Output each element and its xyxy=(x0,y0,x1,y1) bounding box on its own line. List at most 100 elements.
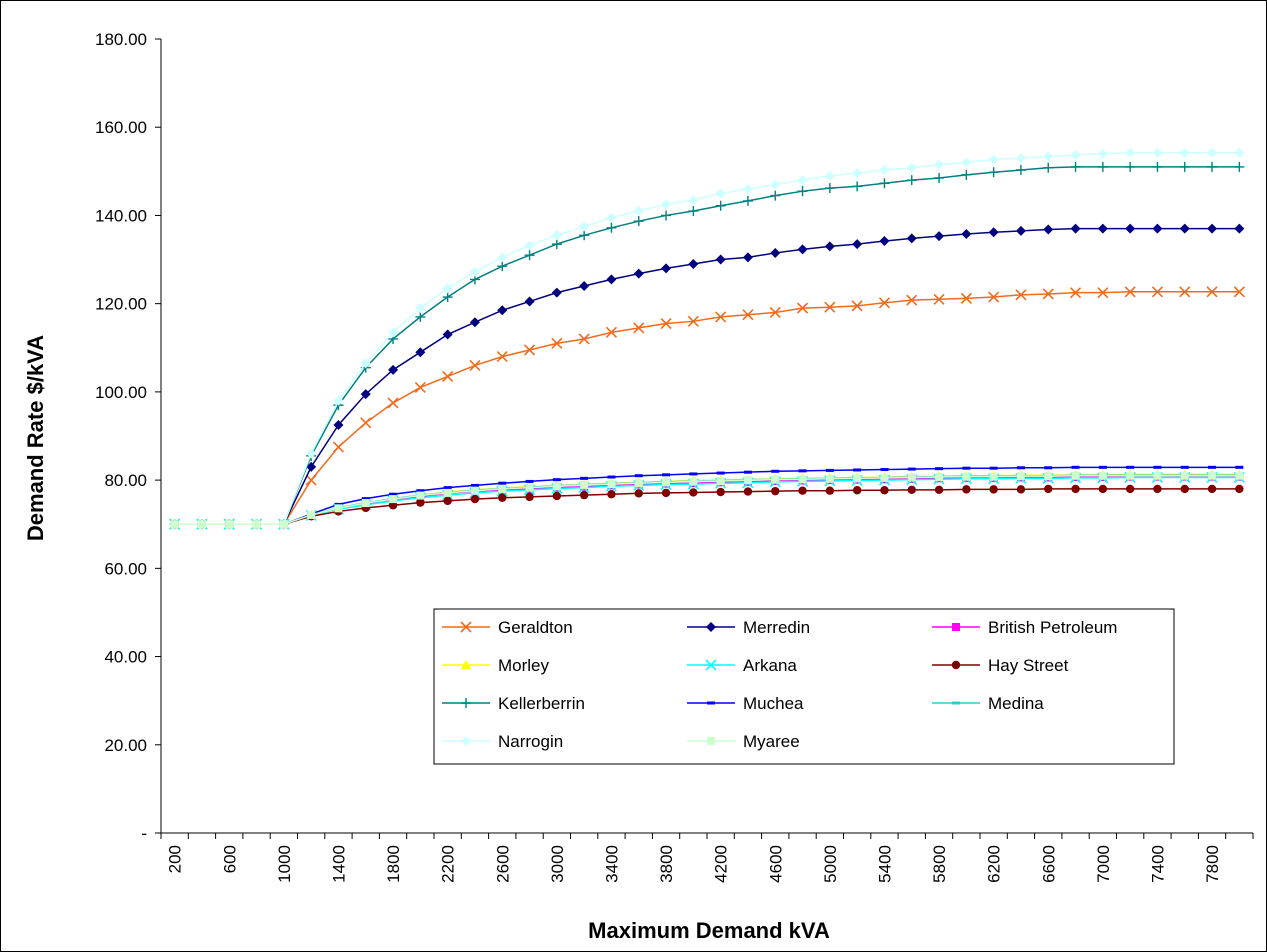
x-axis-title: Maximum Demand kVA xyxy=(588,918,830,943)
data-point xyxy=(416,491,425,500)
data-point xyxy=(551,230,562,241)
data-point xyxy=(443,488,452,497)
series-hay-street xyxy=(170,484,1244,529)
data-point xyxy=(660,317,672,330)
x-tick-label: 3400 xyxy=(602,845,621,883)
data-point xyxy=(606,274,617,285)
data-point xyxy=(1069,287,1082,299)
data-point xyxy=(415,311,426,322)
data-point xyxy=(1207,161,1218,172)
data-point xyxy=(633,322,645,334)
data-point xyxy=(689,477,698,486)
data-point xyxy=(1179,223,1190,234)
data-point xyxy=(469,317,480,328)
data-point xyxy=(607,480,616,489)
data-point xyxy=(360,358,371,369)
data-point xyxy=(1043,151,1054,162)
data-point xyxy=(824,183,835,194)
data-point xyxy=(742,252,753,263)
data-point xyxy=(633,216,644,227)
data-point xyxy=(552,478,561,482)
data-point xyxy=(389,495,398,504)
data-point xyxy=(1179,161,1190,172)
data-point xyxy=(333,419,344,430)
data-point xyxy=(1153,484,1162,494)
data-point xyxy=(443,496,452,506)
data-point xyxy=(824,301,836,313)
data-point xyxy=(524,296,535,307)
y-tick-label: 60.00 xyxy=(104,559,147,578)
x-tick-label: 3800 xyxy=(657,845,676,883)
y-tick-label: 100.00 xyxy=(95,383,147,402)
data-point xyxy=(989,485,998,494)
data-point xyxy=(607,475,616,479)
data-point xyxy=(579,230,590,241)
x-axis-ticks: 200 600 1000 1400 1800 2200 2600 3000 3400 3800 42… xyxy=(160,833,1254,883)
data-point xyxy=(1207,484,1217,494)
series-line xyxy=(174,166,1240,525)
legend-swatch-marker xyxy=(707,701,715,705)
data-point xyxy=(332,441,345,453)
data-point xyxy=(1043,224,1054,235)
data-point xyxy=(716,476,725,485)
data-point xyxy=(1098,484,1108,494)
data-point xyxy=(960,292,972,304)
legend-label: British Petroleum xyxy=(988,618,1117,637)
data-point xyxy=(1015,225,1026,236)
data-point xyxy=(470,486,479,495)
data-point xyxy=(306,461,317,472)
data-point xyxy=(498,493,507,502)
data-point xyxy=(388,501,398,510)
data-point xyxy=(742,309,754,321)
data-point xyxy=(1016,466,1025,470)
data-point xyxy=(1207,223,1218,234)
data-point xyxy=(688,195,699,206)
data-point xyxy=(1235,471,1244,480)
data-point xyxy=(416,489,425,493)
data-point xyxy=(962,472,971,481)
data-point xyxy=(306,448,317,459)
legend-item: Hay Street xyxy=(932,656,1069,675)
data-point xyxy=(1126,465,1135,469)
x-tick-label: 1000 xyxy=(275,845,294,883)
x-tick-label: 3000 xyxy=(548,845,567,883)
data-point xyxy=(579,281,590,292)
y-tick-label: 40.00 xyxy=(104,648,147,667)
data-point xyxy=(389,492,398,496)
data-point xyxy=(307,510,316,519)
data-point xyxy=(1015,153,1026,164)
data-point xyxy=(961,228,972,239)
data-point xyxy=(579,490,589,500)
data-point xyxy=(497,261,508,272)
data-point xyxy=(1206,286,1218,298)
data-point xyxy=(606,222,617,233)
data-point xyxy=(1015,289,1027,301)
legend-label: Merredin xyxy=(743,618,810,637)
legend-swatch-marker xyxy=(706,622,716,632)
data-point xyxy=(1071,471,1080,480)
data-point xyxy=(415,347,426,358)
legend-item: Kellerberrin xyxy=(442,694,585,713)
data-point xyxy=(661,488,671,498)
data-point xyxy=(1180,465,1189,469)
data-point xyxy=(769,306,781,319)
legend-label: Muchea xyxy=(743,694,804,713)
legend-item: Muchea xyxy=(687,694,804,713)
data-point xyxy=(580,480,589,489)
data-point xyxy=(962,485,971,494)
data-point xyxy=(442,370,454,383)
data-point xyxy=(1125,484,1135,494)
data-point xyxy=(442,329,453,340)
data-point xyxy=(634,489,643,498)
data-point xyxy=(252,520,261,529)
data-point xyxy=(688,258,699,269)
data-point xyxy=(551,239,562,250)
plot-area xyxy=(169,147,1245,530)
legend-item: Merredin xyxy=(687,618,810,637)
data-point xyxy=(1016,472,1025,481)
data-point xyxy=(606,212,617,223)
data-point xyxy=(470,483,479,487)
data-point xyxy=(934,485,944,495)
data-point xyxy=(852,181,863,192)
data-point xyxy=(961,169,972,180)
